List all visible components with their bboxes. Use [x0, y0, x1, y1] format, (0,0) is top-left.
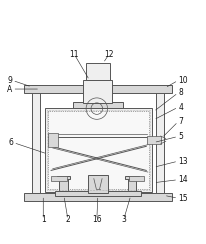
Text: 2: 2 [66, 215, 70, 224]
Bar [125, 176, 139, 179]
Bar [128, 176, 136, 191]
Text: 8: 8 [178, 88, 183, 97]
Text: 5: 5 [178, 132, 183, 141]
Text: 3: 3 [121, 215, 126, 224]
Text: 16: 16 [92, 215, 102, 224]
Bar [57, 176, 70, 179]
Bar [48, 111, 149, 189]
Bar [24, 193, 172, 201]
Text: A: A [7, 84, 12, 93]
Bar [129, 176, 144, 181]
Text: 1: 1 [41, 215, 46, 224]
Bar [55, 191, 141, 196]
Bar [32, 85, 40, 193]
Bar [156, 85, 164, 193]
Bar [48, 133, 58, 147]
Bar [51, 176, 67, 181]
Text: 6: 6 [8, 138, 13, 147]
Text: 12: 12 [104, 50, 114, 59]
Text: 9: 9 [7, 76, 12, 85]
Bar [88, 174, 108, 193]
Bar [83, 80, 112, 103]
Bar [24, 85, 172, 93]
Bar [47, 110, 150, 190]
Text: 7: 7 [178, 117, 183, 126]
Bar [86, 63, 110, 80]
Text: 10: 10 [178, 76, 188, 85]
Bar [59, 176, 68, 191]
Text: 15: 15 [178, 194, 188, 203]
Text: 13: 13 [178, 157, 188, 166]
Bar [147, 136, 161, 144]
Text: 11: 11 [69, 50, 79, 59]
Bar [73, 102, 123, 108]
Bar [45, 108, 152, 192]
Text: 4: 4 [178, 103, 183, 112]
Text: 14: 14 [178, 175, 188, 184]
